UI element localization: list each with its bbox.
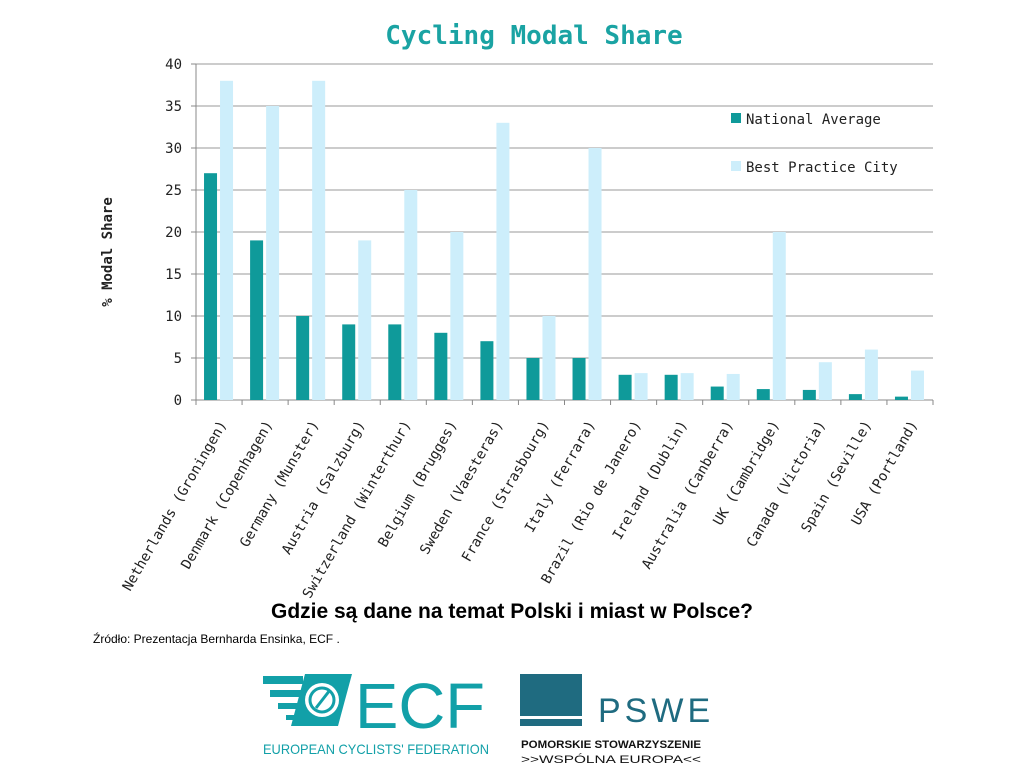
y-tick-label: 40 — [165, 57, 182, 73]
bar-national-average — [388, 324, 402, 400]
y-tick-label: 15 — [165, 267, 182, 283]
source-note: Źródło: Prezentacja Bernharda Ensinka, E… — [93, 632, 340, 646]
bar-national-average — [756, 389, 770, 400]
bar-best-practice-city — [864, 349, 878, 400]
legend-label-best-practice-city: Best Practice City — [746, 160, 898, 176]
y-tick-label: 25 — [165, 183, 182, 199]
bar-best-practice-city — [450, 232, 464, 400]
bar-best-practice-city — [312, 80, 326, 401]
bar-national-average — [204, 173, 218, 400]
x-tick-label: Germany (Munster) — [237, 418, 323, 550]
bar-national-average — [296, 316, 310, 400]
bar-national-average — [572, 358, 586, 400]
ecf-wing-icon — [263, 674, 352, 726]
bar-national-average — [434, 332, 448, 400]
bar-best-practice-city — [588, 148, 602, 400]
logos: ECF EUROPEAN CYCLISTS' FEDERATION PSWE P… — [263, 670, 714, 766]
ecf-name: EUROPEAN CYCLISTS' FEDERATION — [263, 741, 489, 757]
bar-national-average — [802, 389, 816, 400]
y-tick-label: 30 — [165, 141, 182, 157]
bar-national-average — [894, 396, 908, 400]
x-tick-label: Sweden (Vaesteras) — [417, 418, 507, 557]
y-tick-label: 20 — [165, 225, 182, 241]
y-tick-label: 35 — [165, 99, 182, 115]
bar-best-practice-city — [266, 106, 280, 400]
bar-national-average — [526, 358, 540, 400]
y-tick-label: 0 — [174, 393, 182, 409]
legend-swatch-best-practice-city — [731, 161, 741, 171]
bar-best-practice-city — [220, 80, 234, 401]
bar-best-practice-city — [496, 122, 510, 401]
bar-best-practice-city — [680, 373, 694, 400]
bar-national-average — [618, 374, 632, 400]
x-axis-ticks: Netherlands (Groningen)Denmark (Copenhag… — [120, 418, 922, 600]
bars — [204, 80, 924, 401]
x-tick-label: Denmark (Copenhagen) — [178, 418, 276, 572]
x-tick-label: Canada (Victoria) — [744, 418, 830, 550]
y-axis-title: % Modal Share — [100, 197, 116, 307]
bar-national-average — [848, 394, 862, 400]
legend-swatch-national-average — [731, 113, 741, 123]
chart-title: Cycling Modal Share — [385, 21, 682, 51]
pswe-logo: PSWE POMORSKIE STOWARZYSZENIE >>WSPÓLNA … — [520, 674, 714, 766]
x-tick-label: France (Strasbourg) — [459, 418, 553, 565]
bar-chart: Cycling Modal Share % Modal Share 0 5 10 15… — [100, 21, 934, 600]
bar-best-practice-city — [772, 232, 786, 400]
y-tick-label: 5 — [174, 351, 182, 367]
pswe-wordmark: PSWE — [598, 692, 714, 730]
pswe-line1: POMORSKIE STOWARZYSZENIE — [521, 739, 701, 751]
pswe-line2: >>WSPÓLNA EUROPA<< — [521, 753, 701, 766]
bar-best-practice-city — [634, 373, 648, 400]
ecf-wordmark: ECF — [355, 670, 485, 742]
bar-best-practice-city — [358, 240, 372, 400]
bar-best-practice-city — [910, 370, 924, 400]
bar-best-practice-city — [542, 316, 556, 400]
x-tick-label: Austria (Salzburg) — [279, 418, 369, 557]
ecf-logo: ECF EUROPEAN CYCLISTS' FEDERATION — [263, 670, 489, 757]
bar-best-practice-city — [818, 362, 832, 400]
y-axis-ticks: 0 5 10 15 20 25 30 35 40 — [165, 57, 182, 409]
bar-national-average — [342, 324, 356, 400]
bar-national-average — [664, 374, 678, 400]
bar-best-practice-city — [726, 373, 740, 400]
y-tick-label: 10 — [165, 309, 182, 325]
bar-best-practice-city — [404, 190, 418, 400]
bar-national-average — [480, 341, 494, 400]
bar-national-average — [710, 386, 724, 400]
legend: National Average Best Practice City — [731, 112, 898, 176]
x-tick-label: Australia (Canberra) — [639, 418, 737, 572]
x-tick-label: Belgium (Brugges) — [375, 418, 461, 550]
bar-national-average — [250, 240, 264, 400]
question-text: Gdzie są dane na temat Polski i miast w … — [270, 600, 753, 623]
legend-label-national-average: National Average — [746, 112, 881, 128]
